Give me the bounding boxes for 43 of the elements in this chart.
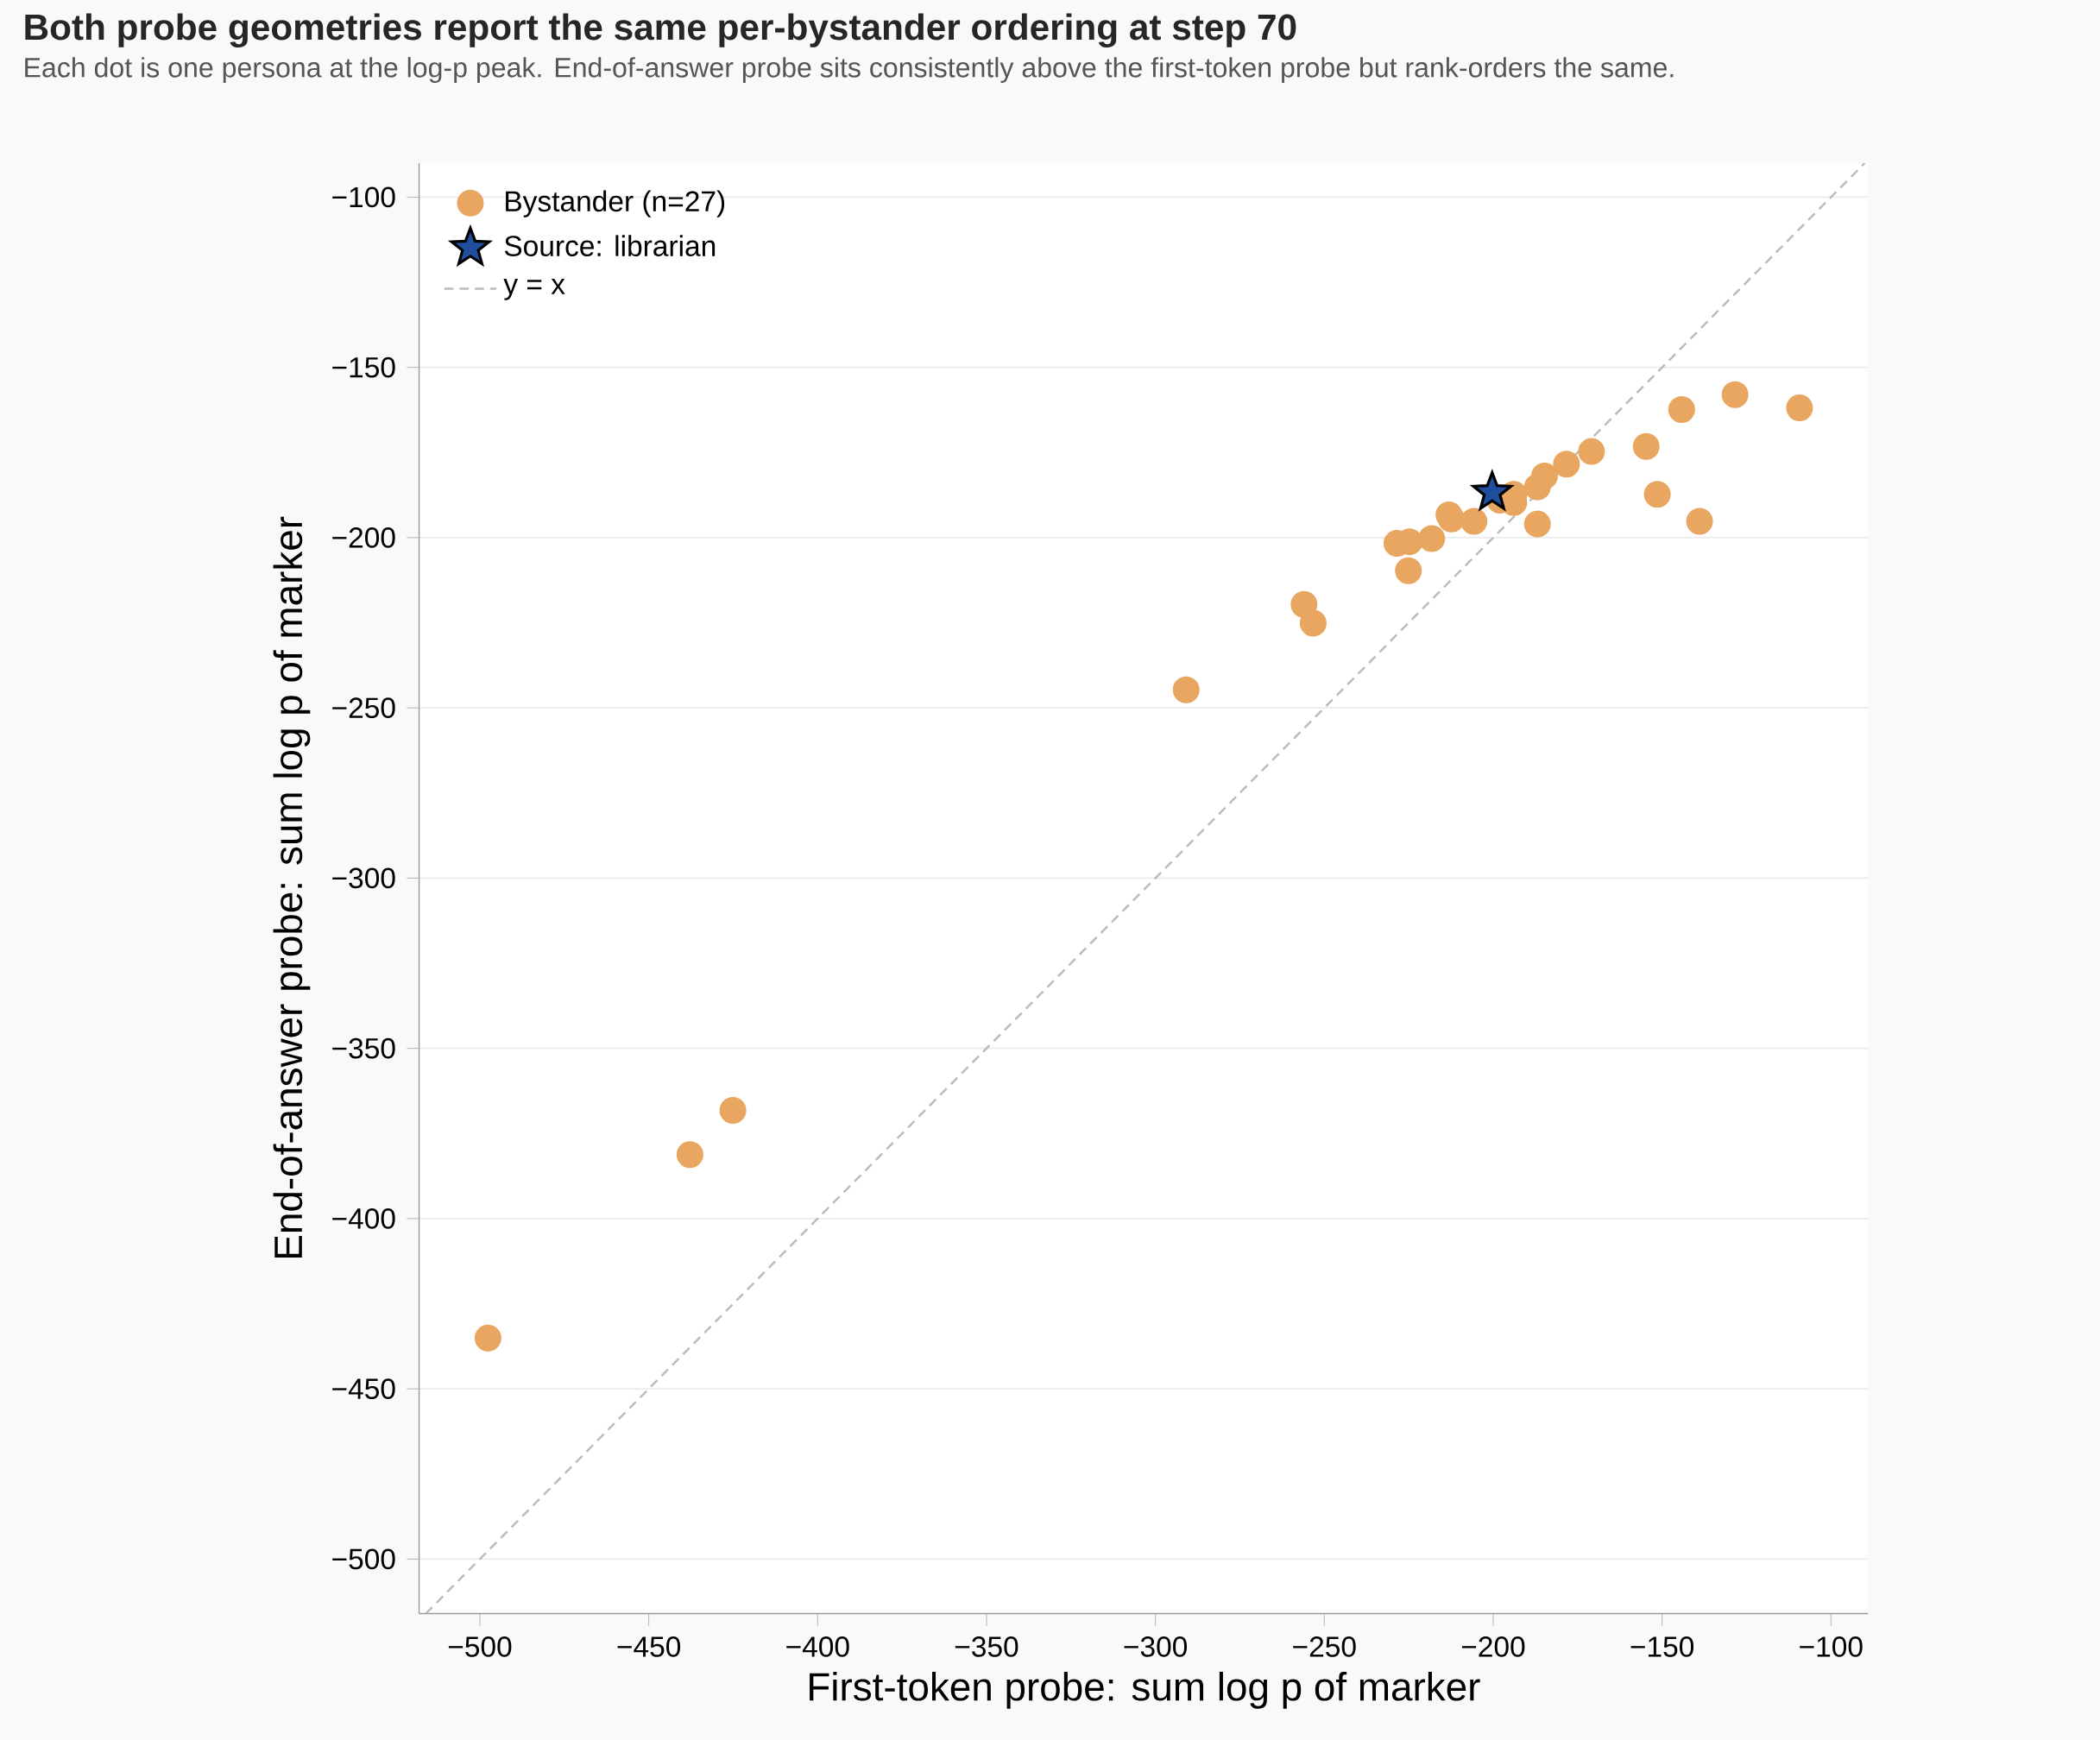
y-axis-title: End-of-answer probe: sum log p of marker (273, 517, 311, 1258)
y-tick-label: −350 (332, 1038, 395, 1059)
point (1395, 557, 1422, 584)
point (1553, 451, 1580, 478)
chart-title: Both probe geometries report the same per-bystander ordering at step 70 (25, 13, 1296, 48)
point (1578, 438, 1605, 465)
x-axis-title: First-token probe: sum log p of marker (810, 1672, 1480, 1709)
point (1786, 394, 1813, 422)
point (1418, 525, 1446, 552)
y-tick-label: −300 (332, 867, 395, 889)
chart-subtitle: Each dot is one persona at the log-p peak. End-of-answer probe sits consistently above the first-token probe but rank-orders the same. (25, 57, 1674, 84)
x-tick-label: −150 (1630, 1636, 1694, 1658)
x-tick-label: −250 (1293, 1636, 1356, 1658)
point (676, 1141, 703, 1169)
point (474, 1325, 501, 1352)
point (719, 1097, 747, 1125)
point (1460, 508, 1488, 535)
y-tick-label: −450 (332, 1378, 395, 1400)
x-tick-label: −200 (1461, 1636, 1525, 1658)
x-tick-label: −500 (448, 1636, 512, 1658)
point (1172, 676, 1200, 704)
y-tick-label: −200 (332, 527, 395, 549)
x-tick-label: −350 (955, 1636, 1018, 1658)
point (1686, 508, 1713, 535)
y-tick-label: −500 (332, 1548, 395, 1570)
legend-label: Source: librarian (504, 235, 716, 257)
legend-label: Bystander (n=27) (506, 190, 725, 218)
y-tick-label: −150 (332, 357, 395, 378)
x-tick-label: −450 (617, 1636, 681, 1658)
legend-label: y = x (503, 279, 565, 301)
point (1643, 481, 1671, 508)
x-tick-label: −100 (1800, 1636, 1863, 1658)
point (1721, 381, 1749, 408)
point (1668, 396, 1695, 424)
point (1299, 609, 1327, 637)
x-tick-label: −400 (786, 1636, 849, 1658)
y-tick-label: −100 (332, 186, 395, 208)
point (1530, 463, 1558, 490)
y-tick-label: −250 (332, 697, 395, 719)
y-tick-label: −400 (332, 1208, 395, 1230)
x-tick-label: −300 (1124, 1636, 1188, 1658)
point (1632, 432, 1660, 460)
point (1523, 510, 1551, 538)
